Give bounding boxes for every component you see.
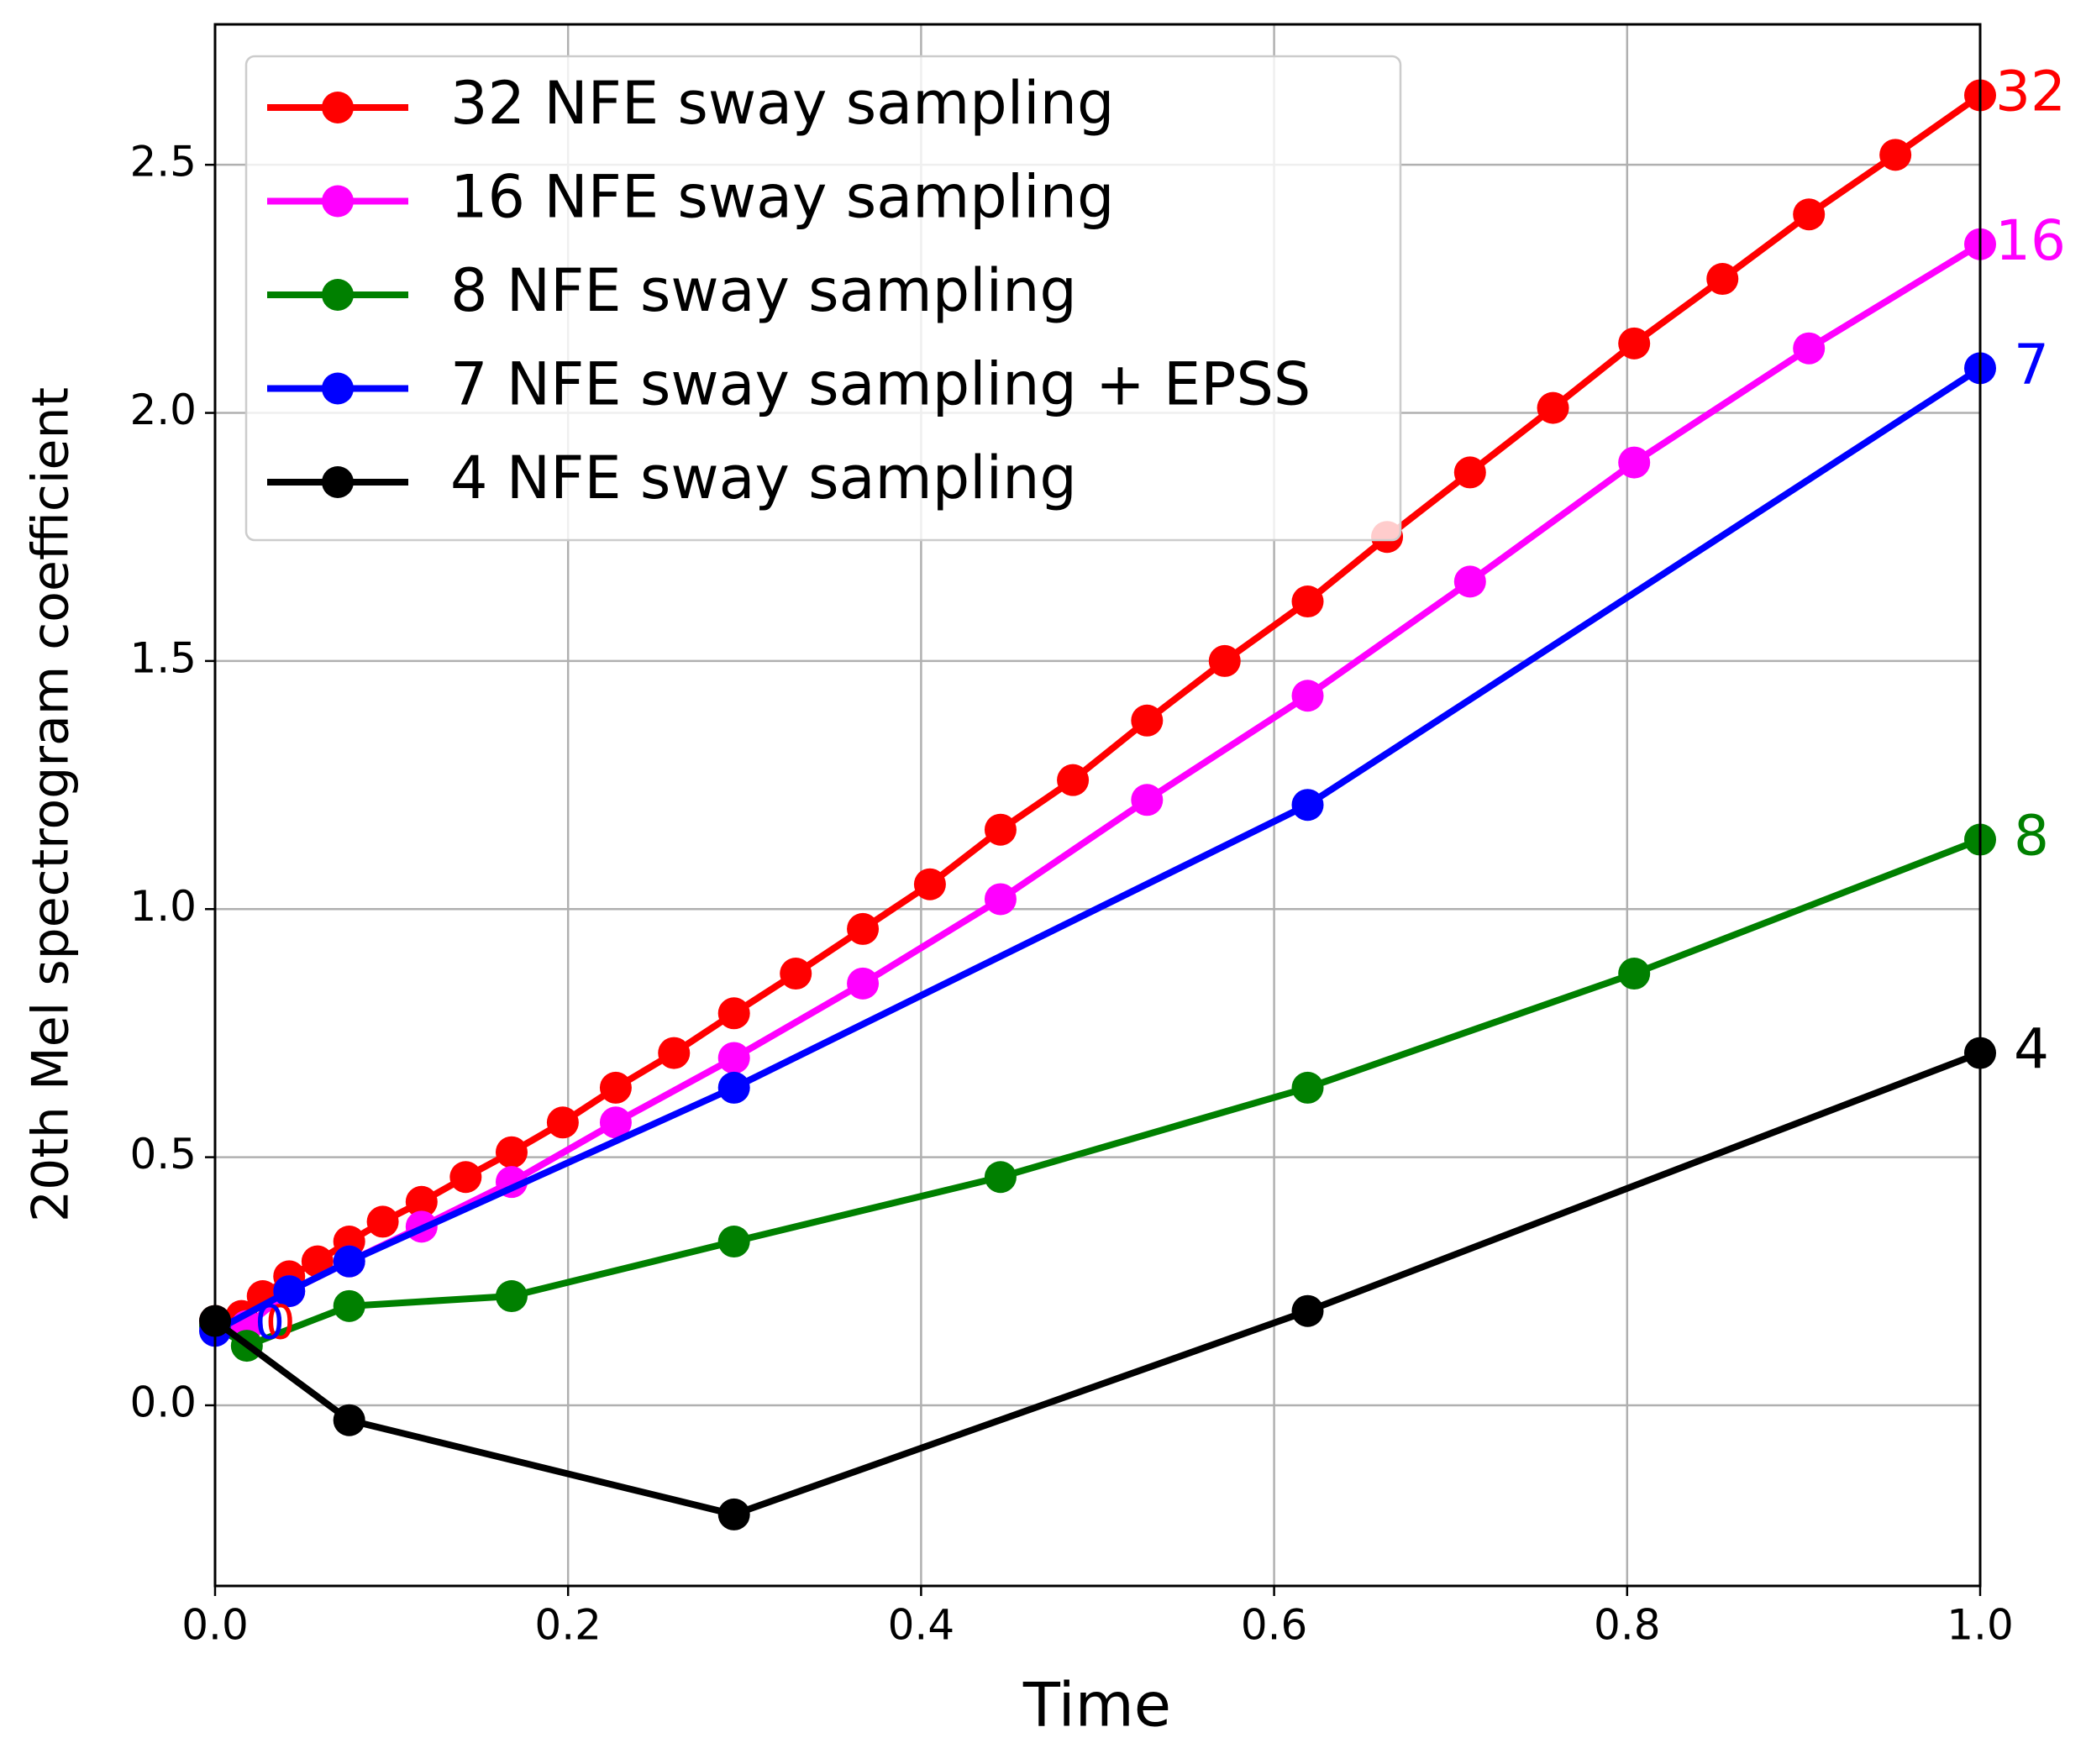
marker <box>1453 565 1486 598</box>
marker <box>333 1289 365 1322</box>
legend-marker <box>322 92 354 123</box>
legend-marker <box>322 372 354 405</box>
legend-label: 16 NFE sway sampling <box>450 163 1114 232</box>
marker <box>366 1205 399 1238</box>
legend-marker <box>322 185 354 218</box>
y-tick-label: 2.0 <box>129 386 197 434</box>
marker <box>717 1226 750 1258</box>
marker <box>1291 789 1324 822</box>
marker <box>495 1280 528 1313</box>
end-label: 32 <box>1995 60 2066 124</box>
marker <box>405 1185 438 1218</box>
marker <box>546 1106 579 1139</box>
marker <box>913 868 946 900</box>
marker <box>1453 456 1486 489</box>
marker <box>717 997 750 1030</box>
marker <box>1618 327 1651 360</box>
x-tick-label: 0.2 <box>534 1601 602 1650</box>
marker <box>1793 332 1826 365</box>
marker <box>333 1404 365 1436</box>
x-axis-label: Time <box>1022 1670 1171 1740</box>
marker <box>599 1071 632 1104</box>
marker <box>301 1245 334 1278</box>
y-tick-label: 1.0 <box>129 882 197 931</box>
end-label: 7 <box>2014 332 2049 396</box>
annotation: 0 <box>265 1296 296 1351</box>
marker <box>1057 764 1090 796</box>
y-tick-label: 1.5 <box>129 633 197 682</box>
marker <box>333 1245 365 1278</box>
marker <box>1879 139 1912 171</box>
marker <box>1291 585 1324 618</box>
end-label: 4 <box>2014 1017 2049 1082</box>
marker <box>717 1042 750 1074</box>
marker <box>717 1071 750 1104</box>
x-tick-label: 1.0 <box>1947 1601 2014 1650</box>
legend-label: 7 NFE sway sampling + EPSS <box>450 350 1311 419</box>
marker <box>658 1037 691 1069</box>
legend-label: 32 NFE sway sampling <box>450 69 1114 138</box>
x-tick-label: 0.4 <box>888 1601 955 1650</box>
marker <box>1208 644 1241 677</box>
marker <box>1131 704 1164 737</box>
legend-label: 8 NFE sway sampling <box>450 256 1077 325</box>
marker <box>1131 784 1164 816</box>
marker <box>273 1275 306 1308</box>
y-tick-label: 0.0 <box>129 1378 197 1426</box>
end-label: 16 <box>1995 208 2066 273</box>
axes-frame <box>213 23 1982 1588</box>
marker <box>984 1161 1017 1194</box>
marker <box>984 813 1017 846</box>
marker <box>984 883 1017 916</box>
marker <box>1618 958 1651 990</box>
marker <box>599 1106 632 1139</box>
x-tick-label: 0.8 <box>1594 1601 1661 1650</box>
legend: 32 NFE sway sampling 16 NFE sway sampling… <box>244 55 1402 542</box>
marker <box>1706 263 1739 296</box>
marker <box>1618 446 1651 479</box>
marker <box>1793 198 1826 231</box>
series-line <box>213 836 1982 1350</box>
marker <box>847 912 880 945</box>
marker <box>717 1498 750 1530</box>
x-tick-label: 0.0 <box>181 1601 249 1650</box>
marker <box>1291 680 1324 712</box>
x-tick-label: 0.6 <box>1241 1601 1308 1650</box>
marker <box>1537 391 1569 424</box>
legend-marker <box>322 279 354 311</box>
marker <box>780 958 812 990</box>
y-tick-label: 0.5 <box>129 1130 197 1179</box>
marker <box>847 967 880 1000</box>
legend-label: 4 NFE sway sampling <box>450 444 1077 512</box>
y-tick-label: 2.5 <box>129 138 197 186</box>
end-label: 8 <box>2014 804 2049 869</box>
y-axis-label: 20th Mel spectrogram coefficient <box>22 387 81 1222</box>
legend-marker <box>322 466 354 498</box>
annotation: 0 <box>255 1296 285 1351</box>
marker <box>1291 1071 1324 1104</box>
legend-box <box>244 55 1402 542</box>
marker <box>449 1161 482 1194</box>
series-line <box>213 1049 1982 1518</box>
marker <box>1291 1294 1324 1327</box>
marker <box>495 1136 528 1168</box>
